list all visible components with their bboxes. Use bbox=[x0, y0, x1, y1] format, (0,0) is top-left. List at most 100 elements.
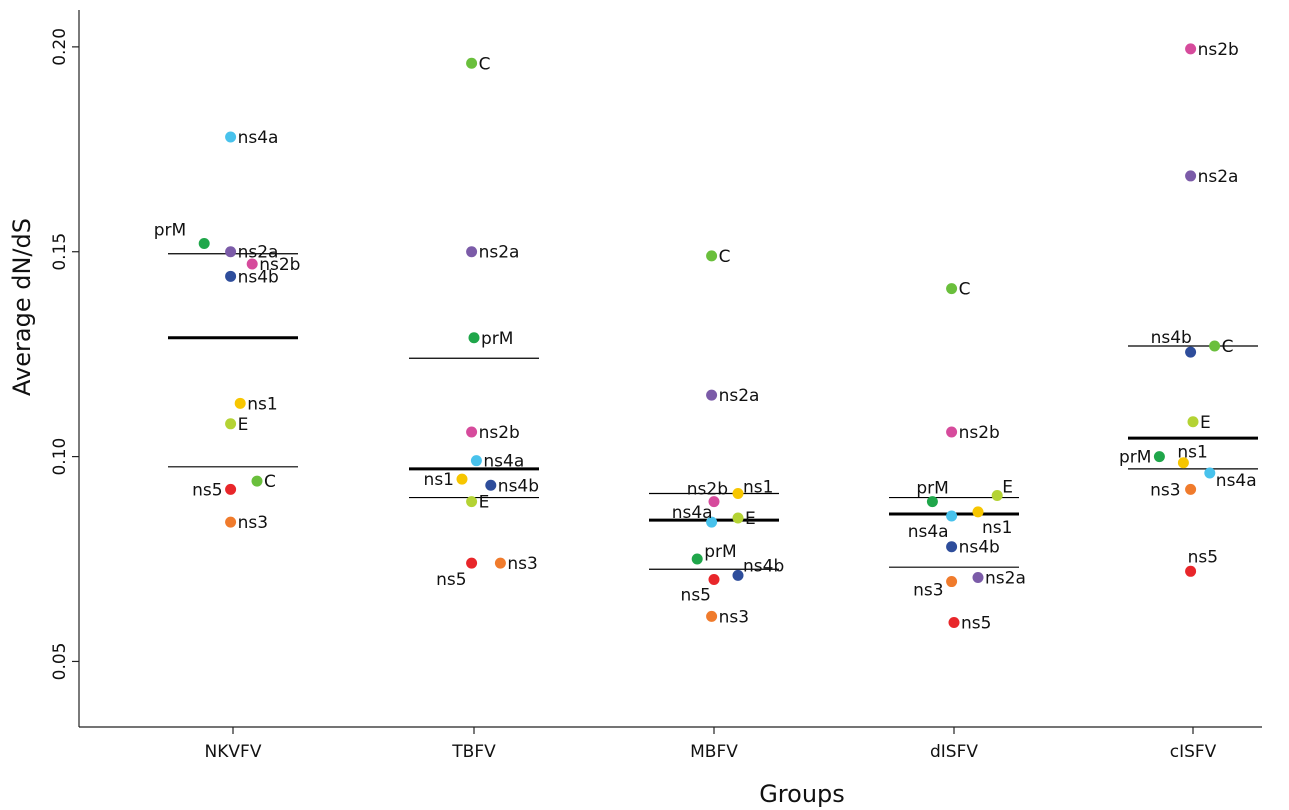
point-ns4a bbox=[946, 510, 958, 522]
point-label-ns2b: ns2b bbox=[1198, 40, 1239, 60]
point-C bbox=[946, 283, 958, 295]
point-ns5 bbox=[708, 574, 720, 586]
point-ns2b bbox=[466, 426, 478, 438]
point-ns4a bbox=[1204, 467, 1216, 479]
y-tick-label: 0.20 bbox=[50, 28, 70, 66]
point-label-E: E bbox=[1002, 478, 1013, 498]
point-label-E: E bbox=[238, 415, 249, 435]
point-ns5 bbox=[225, 483, 237, 495]
point-label-ns4a: ns4a bbox=[908, 522, 949, 542]
point-ns1 bbox=[1177, 457, 1189, 469]
point-ns5 bbox=[466, 557, 478, 569]
point-label-ns4a: ns4a bbox=[238, 128, 279, 148]
y-tick-label: 0.05 bbox=[50, 643, 70, 681]
chart-axes bbox=[78, 10, 1262, 728]
point-ns4a bbox=[706, 516, 718, 528]
point-ns3 bbox=[706, 610, 718, 622]
point-E bbox=[466, 496, 478, 508]
point-C bbox=[1209, 340, 1221, 352]
data-points bbox=[198, 43, 1221, 629]
point-ns2a bbox=[225, 246, 237, 258]
x-tick-label: NKVFV bbox=[205, 742, 262, 762]
x-tick-label: TBFV bbox=[451, 742, 496, 762]
point-ns2a bbox=[972, 571, 984, 583]
x-tick-label: cISFV bbox=[1170, 742, 1217, 762]
point-ns2a bbox=[1185, 170, 1197, 182]
point-label-ns2a: ns2a bbox=[479, 243, 520, 263]
point-label-ns1: ns1 bbox=[743, 477, 773, 497]
point-labels: ns4aprMns2ans2bns4bns1ECns5ns3Cns2aprMns… bbox=[154, 40, 1257, 634]
point-ns3 bbox=[494, 557, 506, 569]
point-E bbox=[225, 418, 237, 430]
point-label-C: C bbox=[479, 54, 491, 74]
point-prM bbox=[926, 496, 938, 508]
point-ns2a bbox=[706, 389, 718, 401]
y-axis-title: Average dN/dS bbox=[8, 218, 36, 396]
x-tick-label: dISFV bbox=[930, 742, 978, 762]
point-label-ns2a: ns2a bbox=[985, 568, 1026, 588]
point-label-ns1: ns1 bbox=[247, 394, 277, 414]
point-label-ns2a: ns2a bbox=[719, 386, 760, 406]
point-label-C: C bbox=[719, 247, 731, 267]
point-label-prM: prM bbox=[154, 221, 186, 241]
point-label-ns3: ns3 bbox=[238, 513, 268, 533]
point-ns4a bbox=[470, 455, 482, 467]
point-label-ns5: ns5 bbox=[436, 570, 466, 590]
point-ns2a bbox=[466, 246, 478, 258]
point-label-ns4b: ns4b bbox=[498, 476, 539, 496]
point-label-E: E bbox=[745, 509, 756, 529]
point-C bbox=[466, 57, 478, 69]
point-label-C: C bbox=[959, 280, 971, 300]
point-prM bbox=[691, 553, 703, 565]
point-prM bbox=[198, 238, 210, 250]
point-ns1 bbox=[234, 397, 246, 409]
point-label-prM: prM bbox=[704, 542, 736, 562]
point-label-ns2b: ns2b bbox=[259, 255, 300, 275]
point-E bbox=[991, 490, 1003, 502]
point-prM bbox=[1153, 451, 1165, 463]
point-label-ns2b: ns2b bbox=[959, 423, 1000, 443]
point-ns4b bbox=[485, 479, 497, 491]
point-C bbox=[706, 250, 718, 262]
point-ns1 bbox=[732, 487, 744, 499]
point-ns5 bbox=[1185, 565, 1197, 577]
point-prM bbox=[468, 332, 480, 344]
point-ns1 bbox=[456, 473, 468, 485]
point-label-ns4b: ns4b bbox=[743, 556, 784, 576]
x-axis-title: Groups bbox=[759, 780, 845, 808]
point-label-ns4a: ns4a bbox=[483, 452, 524, 472]
point-label-ns4b: ns4b bbox=[238, 267, 279, 287]
point-label-ns3: ns3 bbox=[719, 607, 749, 627]
point-label-ns5: ns5 bbox=[1188, 547, 1218, 567]
point-ns5 bbox=[948, 617, 960, 629]
point-E bbox=[732, 512, 744, 524]
y-tick-label: 0.10 bbox=[50, 438, 70, 476]
point-ns4b bbox=[732, 569, 744, 581]
point-label-C: C bbox=[264, 472, 276, 492]
x-axis-ticks: NKVFV TBFV MBFV dISFV cISFV bbox=[205, 727, 1217, 762]
point-label-ns1: ns1 bbox=[424, 470, 454, 490]
point-label-ns2a: ns2a bbox=[1198, 167, 1239, 187]
point-label-ns4a: ns4a bbox=[672, 503, 713, 523]
point-label-ns4b: ns4b bbox=[1151, 328, 1192, 348]
x-tick-label: MBFV bbox=[690, 742, 738, 762]
point-label-ns5: ns5 bbox=[681, 586, 711, 606]
y-tick-label: 0.15 bbox=[50, 233, 70, 271]
point-ns3 bbox=[946, 576, 958, 588]
y-axis-ticks: 0.05 0.10 0.15 0.20 bbox=[50, 28, 79, 680]
point-ns2b bbox=[1185, 43, 1197, 55]
point-label-ns1: ns1 bbox=[1177, 443, 1207, 463]
point-ns3 bbox=[225, 516, 237, 528]
point-label-ns2b: ns2b bbox=[479, 423, 520, 443]
point-label-ns3: ns3 bbox=[1150, 480, 1180, 500]
point-label-ns1: ns1 bbox=[982, 518, 1012, 538]
point-label-prM: prM bbox=[481, 329, 513, 349]
point-C bbox=[251, 475, 263, 487]
point-ns2b bbox=[708, 496, 720, 508]
point-label-C: C bbox=[1222, 337, 1234, 357]
point-label-ns2b: ns2b bbox=[687, 480, 728, 500]
point-label-prM: prM bbox=[1119, 448, 1151, 468]
point-label-E: E bbox=[1200, 413, 1211, 433]
point-ns4b bbox=[946, 541, 958, 553]
point-label-E: E bbox=[479, 493, 490, 513]
